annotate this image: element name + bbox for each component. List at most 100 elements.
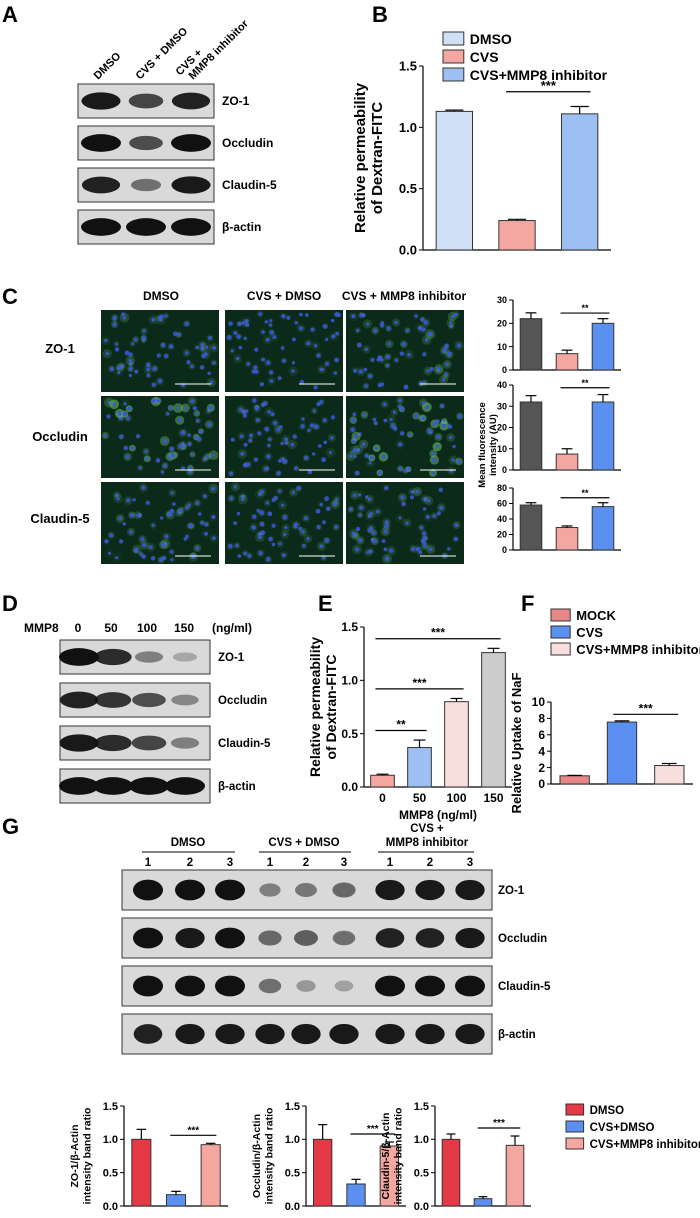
cell-nucleus <box>146 373 151 378</box>
cell-nucleus <box>178 444 184 449</box>
cell-nucleus <box>422 531 427 536</box>
lane-number: 3 <box>467 857 473 869</box>
cell-nucleus <box>125 454 130 459</box>
blot-band <box>375 975 405 997</box>
cell-nucleus <box>294 321 298 325</box>
cell-nucleus <box>151 317 156 322</box>
cell-nucleus <box>415 489 420 494</box>
y-tick-label: 0.5 <box>399 181 417 196</box>
y-tick-label: 1.0 <box>414 1134 429 1146</box>
cell-nucleus <box>205 345 209 349</box>
cell-nucleus <box>265 556 271 562</box>
cell-nucleus <box>187 523 193 529</box>
cell-nucleus <box>230 349 234 353</box>
panel-g-chart-claudin5: 0.0 0.5 1.0 1.5 Claudin-5/β-Actin intensity b… <box>380 1101 700 1213</box>
cell-nucleus <box>256 509 261 513</box>
blot-band <box>215 975 245 997</box>
cell-nucleus <box>268 536 274 542</box>
cell-nucleus <box>162 463 168 468</box>
bar <box>654 765 685 785</box>
cell-nucleus <box>356 328 360 332</box>
cell-nucleus <box>257 535 262 540</box>
cell-nucleus <box>432 514 437 518</box>
panel-g-band-label-1: Occludin <box>498 933 547 945</box>
cell-nucleus <box>212 453 216 457</box>
cell-nucleus <box>414 314 418 318</box>
cell-nucleus <box>284 441 289 445</box>
cell-nucleus <box>298 326 304 331</box>
cell-nucleus <box>112 317 116 321</box>
cell-nucleus <box>356 447 361 452</box>
cell-nucleus <box>282 358 287 363</box>
cell-nucleus <box>284 525 288 530</box>
cell-nucleus <box>313 344 318 348</box>
bar <box>444 701 469 788</box>
panel-b-chart: 0.0 0.5 1.0 1.5 Relative permeability of Dext… <box>352 31 611 258</box>
y-axis-label: intensity band ratio <box>82 1108 94 1205</box>
cell-nucleus <box>368 549 373 554</box>
cell-nucleus <box>259 382 264 387</box>
cell-nucleus <box>269 319 273 323</box>
x-tick-label: 150 <box>483 791 503 805</box>
cell-nucleus <box>119 539 124 544</box>
cell-nucleus <box>112 322 117 327</box>
cell-nucleus <box>425 514 430 520</box>
cell-nucleus <box>251 369 256 374</box>
cell-nucleus <box>276 427 281 432</box>
cell-nucleus <box>454 312 459 317</box>
blot-band <box>415 928 445 948</box>
y-tick-label: 60 <box>497 499 507 509</box>
x-tick-label: 100 <box>446 791 466 805</box>
panel-letter-d: D <box>2 591 18 616</box>
cell-nucleus <box>142 542 147 548</box>
cell-nucleus <box>422 540 427 545</box>
cell-nucleus <box>106 414 111 419</box>
cell-nucleus <box>424 338 429 342</box>
cell-nucleus <box>142 329 146 333</box>
bar <box>591 322 615 371</box>
blot-band <box>129 135 163 151</box>
cell-nucleus <box>238 407 243 412</box>
cell-nucleus <box>291 369 295 373</box>
cell-nucleus <box>272 335 277 340</box>
cell-nucleus <box>169 406 173 410</box>
cell-nucleus <box>375 509 380 514</box>
cell-nucleus <box>439 505 444 511</box>
cell-nucleus <box>453 536 458 542</box>
cell-nucleus <box>394 320 398 325</box>
cell-nucleus <box>350 427 356 433</box>
cell-nucleus <box>253 457 258 462</box>
cell-nucleus <box>278 425 283 429</box>
cell-nucleus <box>276 471 281 476</box>
y-tick-label: 0 <box>502 365 507 375</box>
micrograph-tile <box>101 310 219 392</box>
panel-a-band-label-2: Claudin-5 <box>222 178 277 192</box>
cell-nucleus <box>335 497 339 501</box>
cell-nucleus <box>259 522 265 527</box>
cell-nucleus <box>159 314 164 319</box>
y-tick-label: 80 <box>497 483 507 493</box>
cell-nucleus <box>300 424 305 429</box>
cell-nucleus <box>442 423 447 428</box>
bar <box>606 721 638 785</box>
cell-nucleus <box>306 341 311 346</box>
cell-nucleus <box>447 547 451 551</box>
cell-nucleus <box>388 548 394 553</box>
panel-g-band-label-3: β-actin <box>498 1029 536 1041</box>
cell-nucleus <box>456 343 462 348</box>
cell-nucleus <box>233 331 238 335</box>
panel-g-group-cvs-dmso: CVS + DMSO <box>268 837 339 849</box>
cell-nucleus <box>195 411 199 415</box>
legend-label: CVS+MMP8 inhibitor <box>470 67 608 83</box>
y-tick-label: 1.5 <box>103 1101 118 1113</box>
cell-nucleus <box>109 533 114 538</box>
cell-nucleus <box>444 343 450 349</box>
cell-nucleus <box>426 369 430 373</box>
cell-nucleus <box>246 462 251 467</box>
cell-nucleus <box>281 314 286 319</box>
bar <box>407 747 432 788</box>
panel-c-ylabel-line2: intensity (AU) <box>488 414 499 476</box>
cell-nucleus <box>243 442 248 447</box>
cell-nucleus <box>394 358 399 362</box>
cell-nucleus <box>304 313 309 317</box>
